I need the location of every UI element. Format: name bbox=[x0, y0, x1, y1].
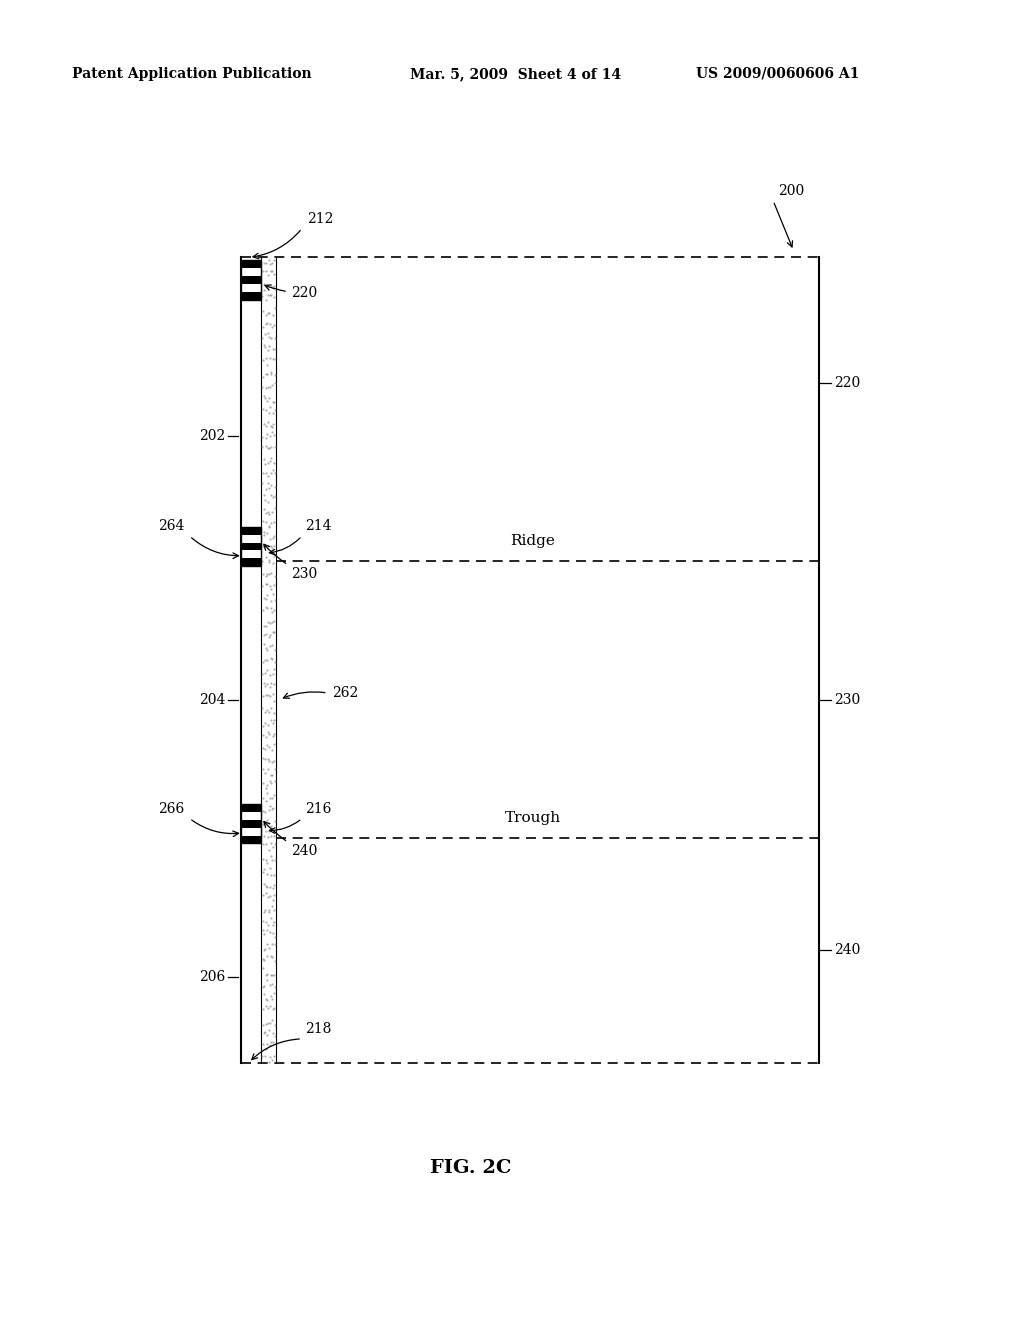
Bar bbox=[241, 836, 261, 843]
Text: 266: 266 bbox=[158, 801, 184, 816]
Bar bbox=[241, 527, 261, 566]
Text: Trough: Trough bbox=[505, 812, 560, 825]
Bar bbox=[241, 804, 261, 843]
Text: 264: 264 bbox=[158, 519, 184, 533]
Bar bbox=[241, 292, 261, 300]
Bar bbox=[241, 543, 261, 550]
Text: 204: 204 bbox=[199, 693, 225, 706]
Text: 212: 212 bbox=[307, 211, 334, 226]
Text: FIG. 2C: FIG. 2C bbox=[430, 1159, 512, 1177]
Bar bbox=[241, 527, 261, 535]
Bar bbox=[241, 260, 261, 268]
Text: 216: 216 bbox=[305, 801, 332, 816]
Text: US 2009/0060606 A1: US 2009/0060606 A1 bbox=[696, 67, 860, 81]
Text: 200: 200 bbox=[778, 183, 805, 198]
Text: 220: 220 bbox=[265, 285, 317, 300]
Text: 220: 220 bbox=[835, 376, 861, 389]
Text: 206: 206 bbox=[199, 970, 225, 983]
Text: Patent Application Publication: Patent Application Publication bbox=[72, 67, 311, 81]
Text: 240: 240 bbox=[264, 821, 317, 858]
Text: 240: 240 bbox=[835, 944, 861, 957]
Text: 218: 218 bbox=[305, 1022, 332, 1036]
Bar bbox=[241, 276, 261, 284]
Text: 214: 214 bbox=[305, 519, 332, 533]
Bar bbox=[241, 804, 261, 812]
Text: Ridge: Ridge bbox=[510, 535, 555, 548]
Bar bbox=[241, 558, 261, 566]
Bar bbox=[241, 820, 261, 828]
Text: 230: 230 bbox=[264, 544, 317, 581]
Text: Mar. 5, 2009  Sheet 4 of 14: Mar. 5, 2009 Sheet 4 of 14 bbox=[410, 67, 621, 81]
Text: 230: 230 bbox=[835, 693, 861, 706]
Bar bbox=[241, 260, 261, 300]
Text: 262: 262 bbox=[332, 686, 358, 700]
Text: 202: 202 bbox=[199, 429, 225, 442]
